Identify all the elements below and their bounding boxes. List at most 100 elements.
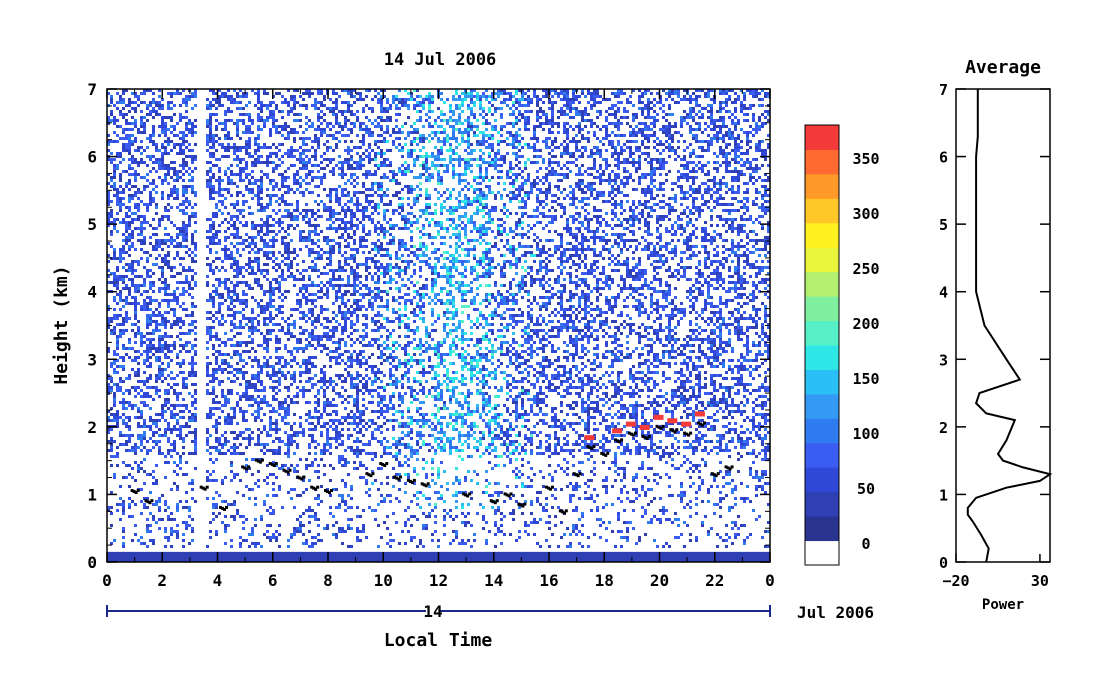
heat-cell [140,152,143,155]
heat-cell [191,305,194,308]
heat-cell [209,530,212,533]
heat-cell [362,164,365,167]
heat-cell [353,284,356,287]
heat-cell [275,392,278,395]
heat-cell [167,506,170,509]
heat-cell [161,362,164,365]
heat-cell [257,407,260,410]
heat-cell [296,224,299,227]
heat-cell [236,401,239,404]
heat-cell [107,419,110,422]
heat-cell [149,275,152,278]
heat-cell [137,98,140,101]
heat-cell [329,494,332,497]
heat-cell [248,341,251,344]
heat-cell [185,491,188,494]
heat-cell [305,380,308,383]
heat-cell [143,89,146,92]
heat-cell [359,464,362,467]
heat-cell [245,518,248,521]
heat-cell [206,236,209,239]
heat-cell [215,212,218,215]
heat-cell [302,296,305,299]
heat-cell [152,338,155,341]
heat-cell [146,209,149,212]
heat-cell [230,323,233,326]
heat-cell [185,170,188,173]
heat-cell [308,377,311,380]
heat-cell [239,173,242,176]
heat-cell [185,188,188,191]
heat-cell [134,218,137,221]
heat-cell [176,287,179,290]
heat-cell [341,311,344,314]
heat-cell [269,224,272,227]
heat-cell [272,407,275,410]
heat-cell [284,374,287,377]
heat-cell [134,416,137,419]
heat-cell [122,113,125,116]
heat-cell [302,137,305,140]
heat-cell [152,314,155,317]
heat-cell [215,338,218,341]
heat-cell [275,263,278,266]
heat-cell [305,509,308,512]
heat-cell [209,434,212,437]
heat-cell [338,110,341,113]
heat-cell [269,110,272,113]
heat-cell [260,185,263,188]
heat-cell [272,254,275,257]
heat-cell [257,314,260,317]
heat-cell [359,365,362,368]
heat-cell [242,215,245,218]
heat-cell [350,326,353,329]
heat-cell [323,113,326,116]
heat-cell [320,101,323,104]
heat-cell [287,149,290,152]
heat-cell [269,230,272,233]
heat-cell [311,422,314,425]
heat-cell [218,320,221,323]
heat-cell [161,164,164,167]
heat-cell [347,437,350,440]
heat-cell [299,380,302,383]
heat-cell [134,122,137,125]
heat-cell [359,221,362,224]
heat-cell [329,98,332,101]
heat-cell [299,521,302,524]
heat-cell [158,323,161,326]
heat-cell [362,296,365,299]
heat-cell [221,443,224,446]
heat-cell [257,155,260,158]
heat-cell [299,212,302,215]
heat-cell [122,197,125,200]
heat-cell [278,545,281,548]
heat-cell [311,320,314,323]
heat-cell [131,446,134,449]
heat-cell [170,527,173,530]
heat-cell [146,386,149,389]
heat-cell [176,89,179,92]
heat-cell [251,395,254,398]
heat-cell [152,227,155,230]
heat-cell [290,359,293,362]
heat-cell [110,158,113,161]
heat-cell [266,107,269,110]
heat-cell [356,275,359,278]
heat-cell [209,167,212,170]
heat-cell [185,506,188,509]
heat-cell [272,152,275,155]
heat-cell [122,278,125,281]
heat-cell [239,383,242,386]
heat-cell [272,125,275,128]
heat-cell [272,422,275,425]
heat-cell [191,269,194,272]
heat-cell [341,293,344,296]
heat-cell [347,356,350,359]
heat-cell [371,317,374,320]
heat-cell [365,275,368,278]
heat-cell [212,269,215,272]
heat-cell [359,452,362,455]
heat-cell [194,467,197,470]
heat-cell [353,308,356,311]
